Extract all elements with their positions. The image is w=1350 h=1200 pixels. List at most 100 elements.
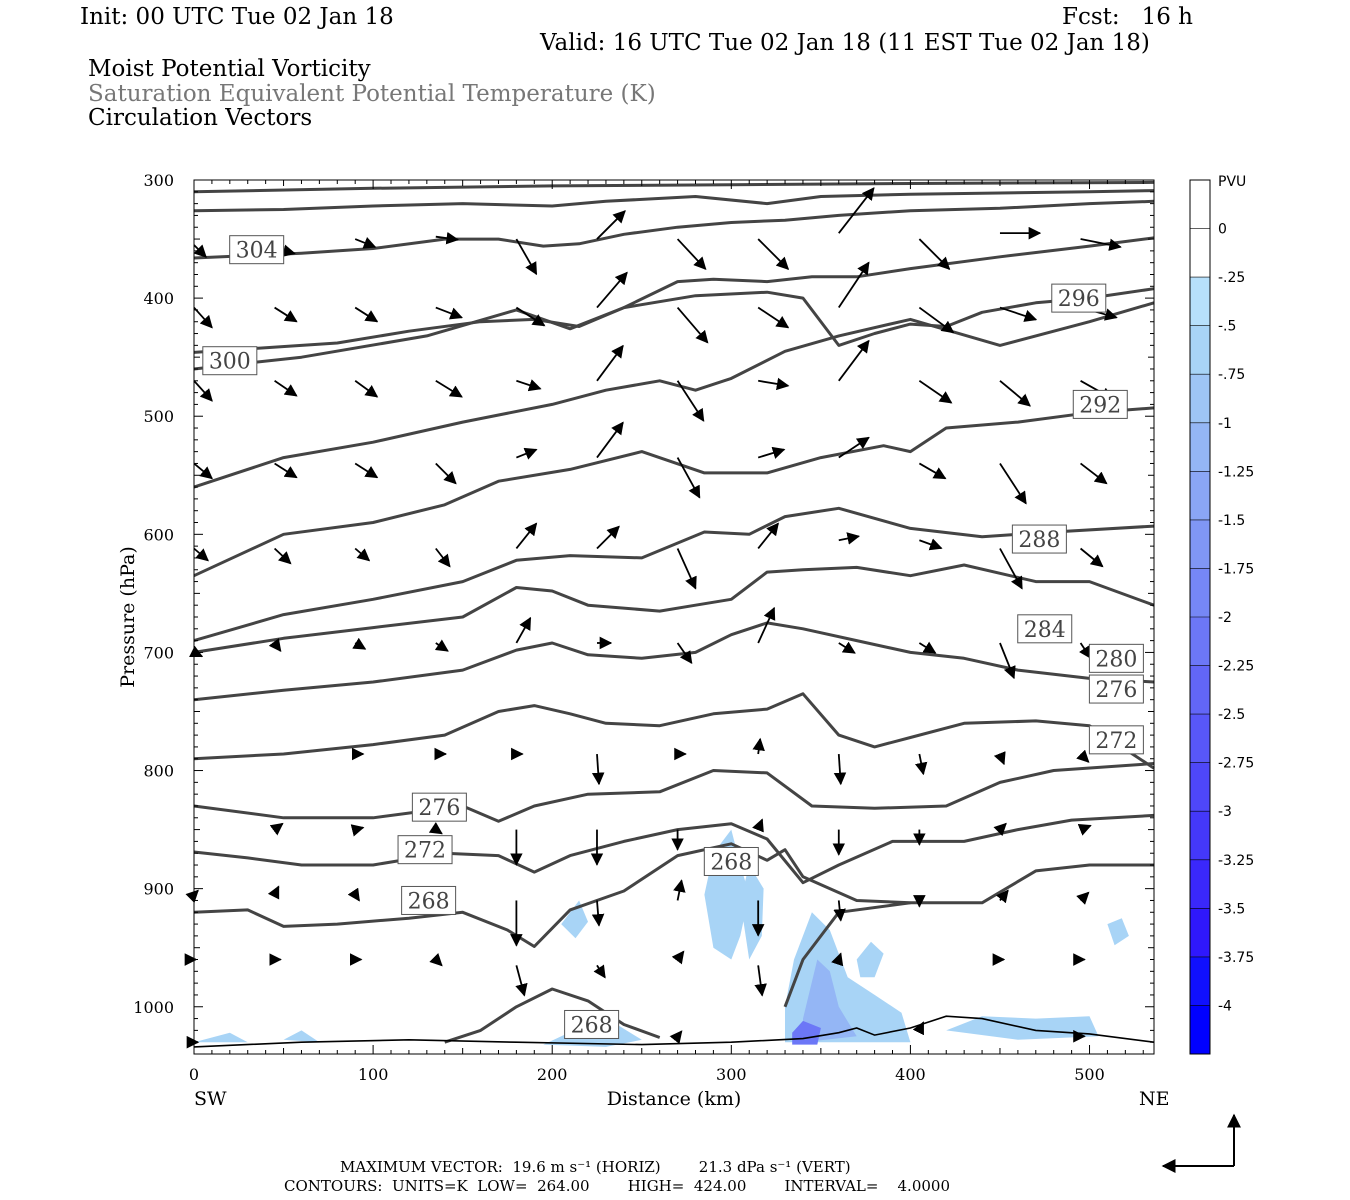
circulation-vector <box>918 238 951 270</box>
circulation-vector <box>352 637 367 650</box>
contour-label-box <box>1088 674 1144 704</box>
terrain-layer <box>193 1015 1155 1048</box>
y-tick-label: 400 <box>143 289 174 308</box>
colorbar-swatch <box>1190 665 1210 715</box>
colorbar-swatch <box>1190 714 1210 763</box>
contour-label: 268 <box>571 1013 613 1038</box>
circulation-vector <box>274 380 298 397</box>
colorbar-swatch <box>1190 568 1210 617</box>
circulation-vector <box>918 306 955 334</box>
circulation-vector <box>274 306 298 323</box>
x-axis-label: Distance (km) <box>607 1088 742 1110</box>
circulation-vector <box>185 889 199 904</box>
colorbar-level-label: -3.75 <box>1218 950 1254 966</box>
circulation-vector <box>1077 823 1092 836</box>
contour-label-box <box>1051 283 1107 313</box>
circulation-vector <box>993 822 1007 837</box>
circulation-vector <box>999 548 1023 590</box>
colorbar-swatch <box>1190 422 1210 472</box>
circulation-vector <box>995 889 1009 904</box>
colorbar-swatch <box>1190 762 1210 812</box>
contour-label: 280 <box>1095 647 1137 672</box>
circulation-vector <box>757 522 779 550</box>
circulation-vector <box>754 965 767 997</box>
circulation-vector <box>676 548 697 590</box>
circulation-vector <box>757 606 776 644</box>
circulation-vector <box>838 436 870 459</box>
theta-contour <box>193 842 1154 948</box>
circulation-vector <box>671 950 685 965</box>
pv-area <box>803 959 857 1043</box>
circulation-vector <box>593 964 606 979</box>
circulation-vector <box>354 236 377 249</box>
x-tick-label: 200 <box>537 1065 568 1084</box>
circulation-vector <box>999 306 1038 322</box>
circulation-vector <box>999 642 1016 680</box>
circulation-vector <box>918 641 937 654</box>
circulation-vector <box>350 824 365 837</box>
circulation-vector <box>269 822 284 836</box>
colorbar-level-label: 0 <box>1218 222 1227 238</box>
circulation-vector <box>676 457 701 499</box>
colorbar-level-label: -2.75 <box>1218 756 1254 772</box>
circulation-vector <box>838 187 875 234</box>
circulation-vector <box>515 616 532 644</box>
x-right-endpoint: NE <box>1139 1088 1170 1110</box>
colorbar-swatch <box>1190 519 1210 569</box>
x-tick-label: 400 <box>895 1065 926 1084</box>
circulation-vector <box>757 306 790 329</box>
circulation-vector <box>428 822 443 835</box>
x-tick-label: 0 <box>189 1065 199 1084</box>
circulation-vector <box>435 306 463 320</box>
contour-label-box <box>397 835 453 865</box>
contour-label: 304 <box>236 239 278 264</box>
colorbar-swatch <box>1190 956 1210 1006</box>
contour-label: 284 <box>1024 618 1066 643</box>
theta-contour <box>193 506 1155 643</box>
field-title-theta: Saturation Equivalent Potential Temperat… <box>88 81 656 107</box>
circulation-vector <box>354 306 379 323</box>
contour-label: 276 <box>418 796 460 821</box>
theta-contour <box>193 762 1155 823</box>
circulation-vector <box>515 965 528 997</box>
colorbar-level-label: -1.5 <box>1218 513 1245 529</box>
circulation-vector <box>1079 547 1104 568</box>
theta-contour <box>193 621 1155 702</box>
circulation-vector <box>354 380 379 398</box>
circulation-vector <box>914 753 928 776</box>
y-tick-label: 300 <box>143 171 174 190</box>
max-vector-note: MAXIMUM VECTOR: 19.6 m s⁻¹ (HORIZ) 21.3 … <box>340 1158 851 1176</box>
theta-contour <box>193 287 1155 371</box>
circulation-vector <box>274 462 298 479</box>
circulation-vector <box>435 462 457 485</box>
circulation-vector <box>189 645 204 658</box>
circulation-vector <box>993 751 1006 766</box>
contour-label: 276 <box>1095 678 1137 703</box>
y-tick-label: 900 <box>143 880 174 899</box>
circulation-vector <box>1076 891 1090 905</box>
colorbar-swatch <box>1190 228 1210 278</box>
pv-shading-layer <box>194 829 1129 1047</box>
contour-label-box <box>1088 725 1144 755</box>
circulation-vector <box>435 231 460 245</box>
circulation-vector <box>838 641 856 654</box>
terrain-line <box>193 1015 1155 1048</box>
contour-label: 296 <box>1058 287 1100 312</box>
circulation-vector <box>434 639 449 652</box>
circulation-vector <box>193 547 209 562</box>
reference-vector-icon <box>1161 1113 1241 1173</box>
colorbar-swatch <box>1190 277 1210 326</box>
circulation-vector <box>515 306 546 327</box>
colorbar-swatch <box>1190 617 1210 666</box>
circulation-vector <box>838 532 861 545</box>
circulation-vector <box>1080 462 1108 485</box>
x-tick-label: 500 <box>1074 1065 1105 1084</box>
circulation-vector <box>193 462 213 480</box>
circulation-vector <box>435 547 451 568</box>
circulation-vector <box>833 753 847 786</box>
colorbar-level-label: -2 <box>1218 610 1232 626</box>
contour-label-box <box>1088 643 1144 673</box>
colorbar-level-label: -2.5 <box>1218 707 1245 723</box>
circulation-vector <box>354 547 371 562</box>
theta-contour <box>444 987 661 1044</box>
